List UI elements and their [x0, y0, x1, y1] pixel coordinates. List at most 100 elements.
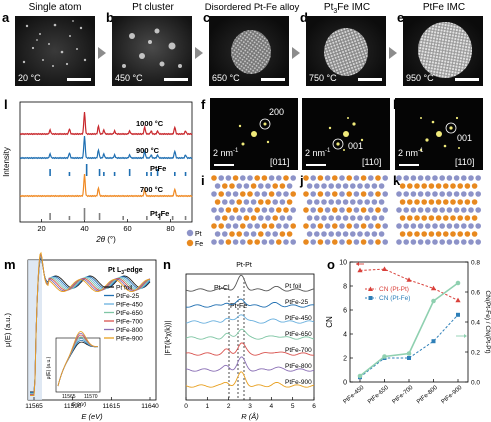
atom [335, 199, 342, 205]
exafs-curve-label-0: Pt foil [285, 283, 302, 290]
xrd-ref-label-pt3fe: Pt3Fe [150, 209, 169, 220]
atom [414, 199, 420, 205]
atom [453, 239, 460, 245]
exafs-xticks: 0 1 2 3 4 5 6 [184, 397, 316, 410]
panel-label-o-visible: o [327, 257, 335, 272]
atom [410, 223, 417, 229]
atom [464, 199, 471, 205]
atom [290, 239, 296, 245]
atom [403, 175, 409, 181]
panel-label-n: n [163, 257, 171, 272]
atom [396, 207, 402, 213]
atom [225, 207, 232, 213]
atom [261, 207, 268, 213]
atom [339, 175, 345, 181]
atom [268, 191, 275, 197]
atom [364, 183, 370, 189]
atom [428, 215, 435, 221]
atom [443, 199, 449, 205]
atom [240, 223, 246, 229]
xanes-inset-frame [55, 337, 101, 393]
atom [368, 223, 374, 229]
atom [382, 239, 388, 245]
atom [342, 231, 349, 237]
atom [360, 223, 367, 229]
atom [471, 231, 478, 237]
atom [357, 183, 363, 189]
atom [399, 199, 406, 205]
atom [378, 183, 385, 189]
atom [261, 239, 268, 245]
atom [339, 207, 345, 213]
panel-label-k: k [393, 173, 401, 188]
cn-ytick-1: 2 [343, 356, 347, 363]
atom [407, 183, 413, 189]
fft-pattern-h [395, 98, 483, 170]
atom [475, 191, 481, 197]
exafs-curve-label-6: PtFe-900 [285, 379, 312, 386]
atom [339, 239, 345, 245]
atom [332, 239, 338, 245]
atom [276, 175, 282, 181]
atom [328, 231, 334, 237]
haadf-texture-a [15, 16, 95, 86]
atom [218, 239, 224, 245]
xanes-xtick-0: 11565 [25, 403, 43, 410]
atom [346, 175, 352, 181]
atom [328, 215, 334, 221]
atom [290, 175, 296, 181]
cn-ytick-4: 8 [343, 284, 347, 291]
atom [261, 223, 268, 229]
atom [247, 191, 253, 197]
xanes-curve-3 [30, 254, 151, 395]
atom [332, 191, 338, 197]
atom [471, 215, 478, 221]
atom [236, 231, 242, 237]
atom [335, 231, 342, 237]
xanes-curve-5 [30, 252, 151, 396]
atom [250, 199, 257, 205]
atom-legend-pt-label: Pt [195, 231, 202, 238]
atom [371, 199, 378, 205]
atom [276, 239, 282, 245]
panel-label-d: d [300, 10, 308, 25]
atom [475, 239, 481, 245]
fft-scale-h: 2 nm-1 [398, 148, 424, 158]
atom [407, 199, 413, 205]
atom [218, 191, 224, 197]
cn-series [357, 266, 461, 380]
atom [461, 191, 467, 197]
atom [211, 191, 217, 197]
xanes-curves [30, 251, 151, 397]
xanes-curve-4 [30, 253, 151, 395]
atom [346, 239, 352, 245]
atom [272, 231, 278, 237]
panel-e-title: PtFe IMC [422, 2, 466, 13]
atom [286, 199, 293, 205]
cn-y2tick-0: 0.0 [471, 380, 480, 387]
atom [357, 231, 363, 237]
panel-label-i: i [201, 173, 205, 188]
atom [435, 183, 442, 189]
haadf-image-disordered-alloy: 650 °C [209, 16, 289, 86]
arrow-b-c [195, 47, 203, 59]
atom [243, 231, 250, 237]
atom [258, 199, 264, 205]
atom [211, 239, 217, 245]
exafs-curve-4 [185, 342, 315, 356]
xrd-ylabel: Intensity [2, 147, 11, 177]
cn-point-pt-pt-1 [381, 266, 388, 271]
cn-legend-pt-pt: CN (Pt-Pt) [379, 286, 409, 293]
atom [360, 175, 367, 181]
atom [464, 215, 471, 221]
atom [364, 199, 370, 205]
cn-y2tick-4: 0.8 [471, 260, 480, 267]
haadf-image-pt3fe-imc: 750 °C [306, 16, 386, 86]
xrd-reference-ptfe [49, 164, 187, 176]
atom [268, 207, 275, 213]
atomic-model-ptfe [396, 175, 481, 245]
atom [453, 191, 460, 197]
atom [272, 215, 278, 221]
exafs-xtick-6: 6 [312, 403, 316, 410]
atom [439, 239, 445, 245]
